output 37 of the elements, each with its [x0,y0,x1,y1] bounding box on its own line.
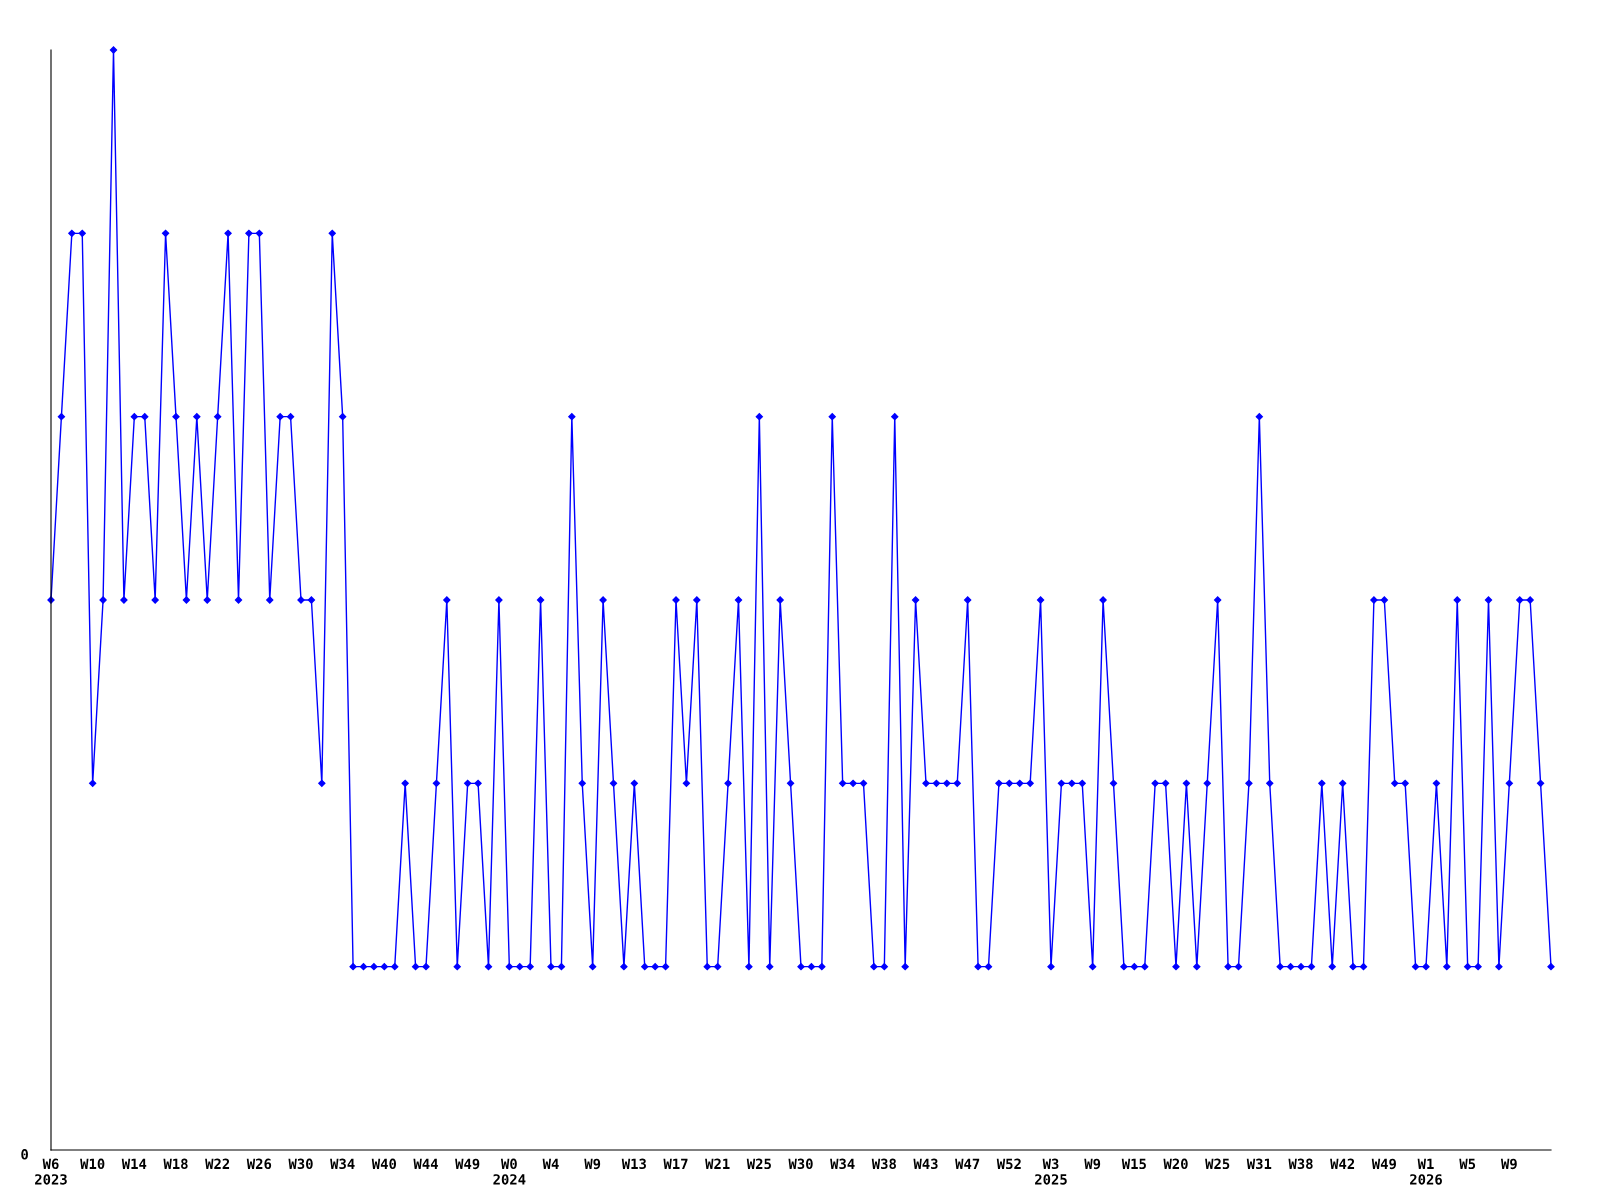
x-tick-label: W44 [413,1158,438,1169]
x-tick-label: W30 [288,1158,313,1170]
x-tick-label: W30 [788,1158,813,1170]
x-tick-label: W49 [455,1158,480,1170]
x-tick-label: W15 [1121,1158,1146,1170]
x-tick-label: W34 [330,1158,355,1170]
x-tick-label: W17 [663,1158,688,1169]
x-tick-label: W47 [955,1158,980,1169]
x-tick-label: W25 [1205,1158,1230,1170]
x-tick-label: W18 [163,1158,188,1170]
text: 0 [21,1149,28,1160]
x-tick-label: W13 [621,1158,646,1170]
x-tick-label: W25 [746,1158,771,1170]
x-tick-label: W34 [830,1158,855,1170]
x-tick-label: W31 [1246,1158,1272,1170]
x-tick-label: W52 [996,1158,1021,1170]
x-tick-label: W43 [913,1158,938,1170]
x-tick-label: W40 [371,1158,397,1170]
x-tick-label: W3 2025 [1035,1158,1067,1185]
x-tick-label: W49 [1371,1158,1396,1170]
x-tick-label: W38 [871,1158,896,1170]
x-tick-label: W6 2023 [35,1158,67,1185]
x-tick-label: W14 [121,1158,147,1169]
x-tick-label: W1 2026 [1410,1158,1442,1185]
x-tick-label: W5 [1459,1158,1476,1170]
x-tick-label: W9 [584,1158,601,1170]
x-tick-label: W22 [205,1158,230,1169]
x-tick-label: W38 [1288,1158,1313,1170]
x-tick-label: W4 [542,1158,559,1169]
x-tick-label: W10 [80,1158,105,1170]
x-tick-label: W42 [1330,1158,1355,1169]
x-tick-label: W20 [1163,1158,1188,1170]
x-tick-label: W9 [1084,1158,1101,1170]
x-tick-label: W21 [705,1158,730,1169]
x-tick-label: W9 [1500,1158,1517,1170]
x-tick-label: W26 [246,1158,272,1170]
x-tick-label: W0 2024 [493,1158,526,1185]
